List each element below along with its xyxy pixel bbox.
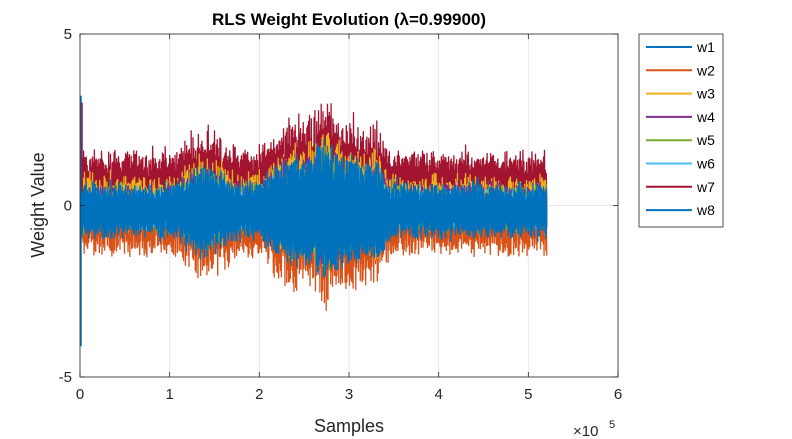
legend-box — [638, 33, 724, 228]
legend-label-w6: w6 — [696, 156, 715, 172]
legend-label-w7: w7 — [696, 179, 715, 195]
x-exponent-label: ×10 5 — [573, 419, 615, 439]
y-tick-label-0: -5 — [59, 369, 72, 386]
legend-label-w4: w4 — [696, 109, 715, 125]
x-tick-label-4: 4 — [434, 386, 442, 403]
y-tick-label-1: 0 — [64, 198, 72, 215]
axis-ticks: 0 1 2 3 4 5 6-505 — [59, 26, 623, 403]
x-exponent-text: 5 — [609, 419, 615, 431]
x-tick-label-3: 3 — [345, 386, 353, 403]
x-tick-label-6: 6 — [614, 386, 622, 403]
x-tick-label-5: 5 — [524, 386, 532, 403]
legend-label-w8: w8 — [696, 202, 715, 218]
series-layer — [80, 95, 548, 347]
y-tick-label-2: 5 — [64, 26, 72, 43]
legend-label-w3: w3 — [696, 86, 715, 102]
x-axis-label: Samples — [314, 416, 384, 436]
x-tick-label-2: 2 — [255, 386, 263, 403]
x-tick-label-1: 1 — [165, 386, 173, 403]
chart-title: RLS Weight Evolution (λ=0.99900) — [212, 10, 486, 29]
legend-label-w5: w5 — [696, 132, 715, 148]
legend-label-w2: w2 — [696, 62, 715, 78]
legend-label-w1: w1 — [696, 39, 715, 55]
legend: w1 w2 w3 w4 w5 w6 w7 w8 — [638, 33, 724, 228]
x-multiplier-text: ×10 — [573, 423, 598, 439]
series-line-w8 — [80, 142, 548, 278]
y-axis-label: Weight Value — [28, 152, 48, 257]
x-tick-label-0: 0 — [76, 386, 84, 403]
